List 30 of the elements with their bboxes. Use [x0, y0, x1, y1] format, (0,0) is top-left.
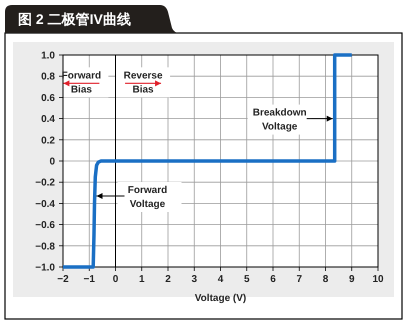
y-tick-label: −0.4 — [35, 198, 56, 210]
y-tick-label: 0.4 — [41, 114, 56, 126]
x-axis-title: Voltage (V) — [194, 293, 246, 304]
annotation: Reverse Bias — [124, 70, 163, 96]
line-series — [61, 53, 354, 269]
y-tick-label: −1.0 — [35, 262, 56, 274]
x-tick-label: 3 — [191, 274, 198, 285]
x-tick-label: 4 — [218, 274, 224, 285]
x-tick-label: −1 — [84, 274, 96, 285]
y-tick-label: 0.6 — [41, 92, 56, 104]
y-tick-label: 0.8 — [41, 72, 56, 83]
x-tick-label: −2 — [57, 274, 70, 285]
y-tick-label: −0.2 — [35, 178, 56, 189]
x-tick-label: 6 — [270, 274, 276, 285]
annotation: Forward Voltage — [128, 184, 168, 210]
y-tick-label: 0 — [49, 156, 56, 168]
x-tick-label: 7 — [296, 274, 302, 285]
y-tick-label: 1.0 — [41, 50, 56, 62]
x-tick-label: 8 — [322, 274, 329, 285]
x-tick-label: 2 — [165, 274, 172, 285]
x-tick-label: 1 — [138, 274, 145, 285]
chart-title: 图 2 二极管IV曲线 — [18, 11, 131, 27]
x-tick-label: 5 — [244, 274, 250, 285]
x-tick-label: 9 — [348, 274, 355, 285]
x-tick-label: 0 — [112, 274, 119, 285]
annotation: Breakdown Voltage — [252, 108, 307, 133]
y-tick-label: −0.6 — [35, 220, 56, 232]
y-tick-label: 0.2 — [41, 135, 56, 146]
x-tick-label: 10 — [372, 274, 384, 285]
y-tick-label: −0.8 — [35, 241, 56, 252]
